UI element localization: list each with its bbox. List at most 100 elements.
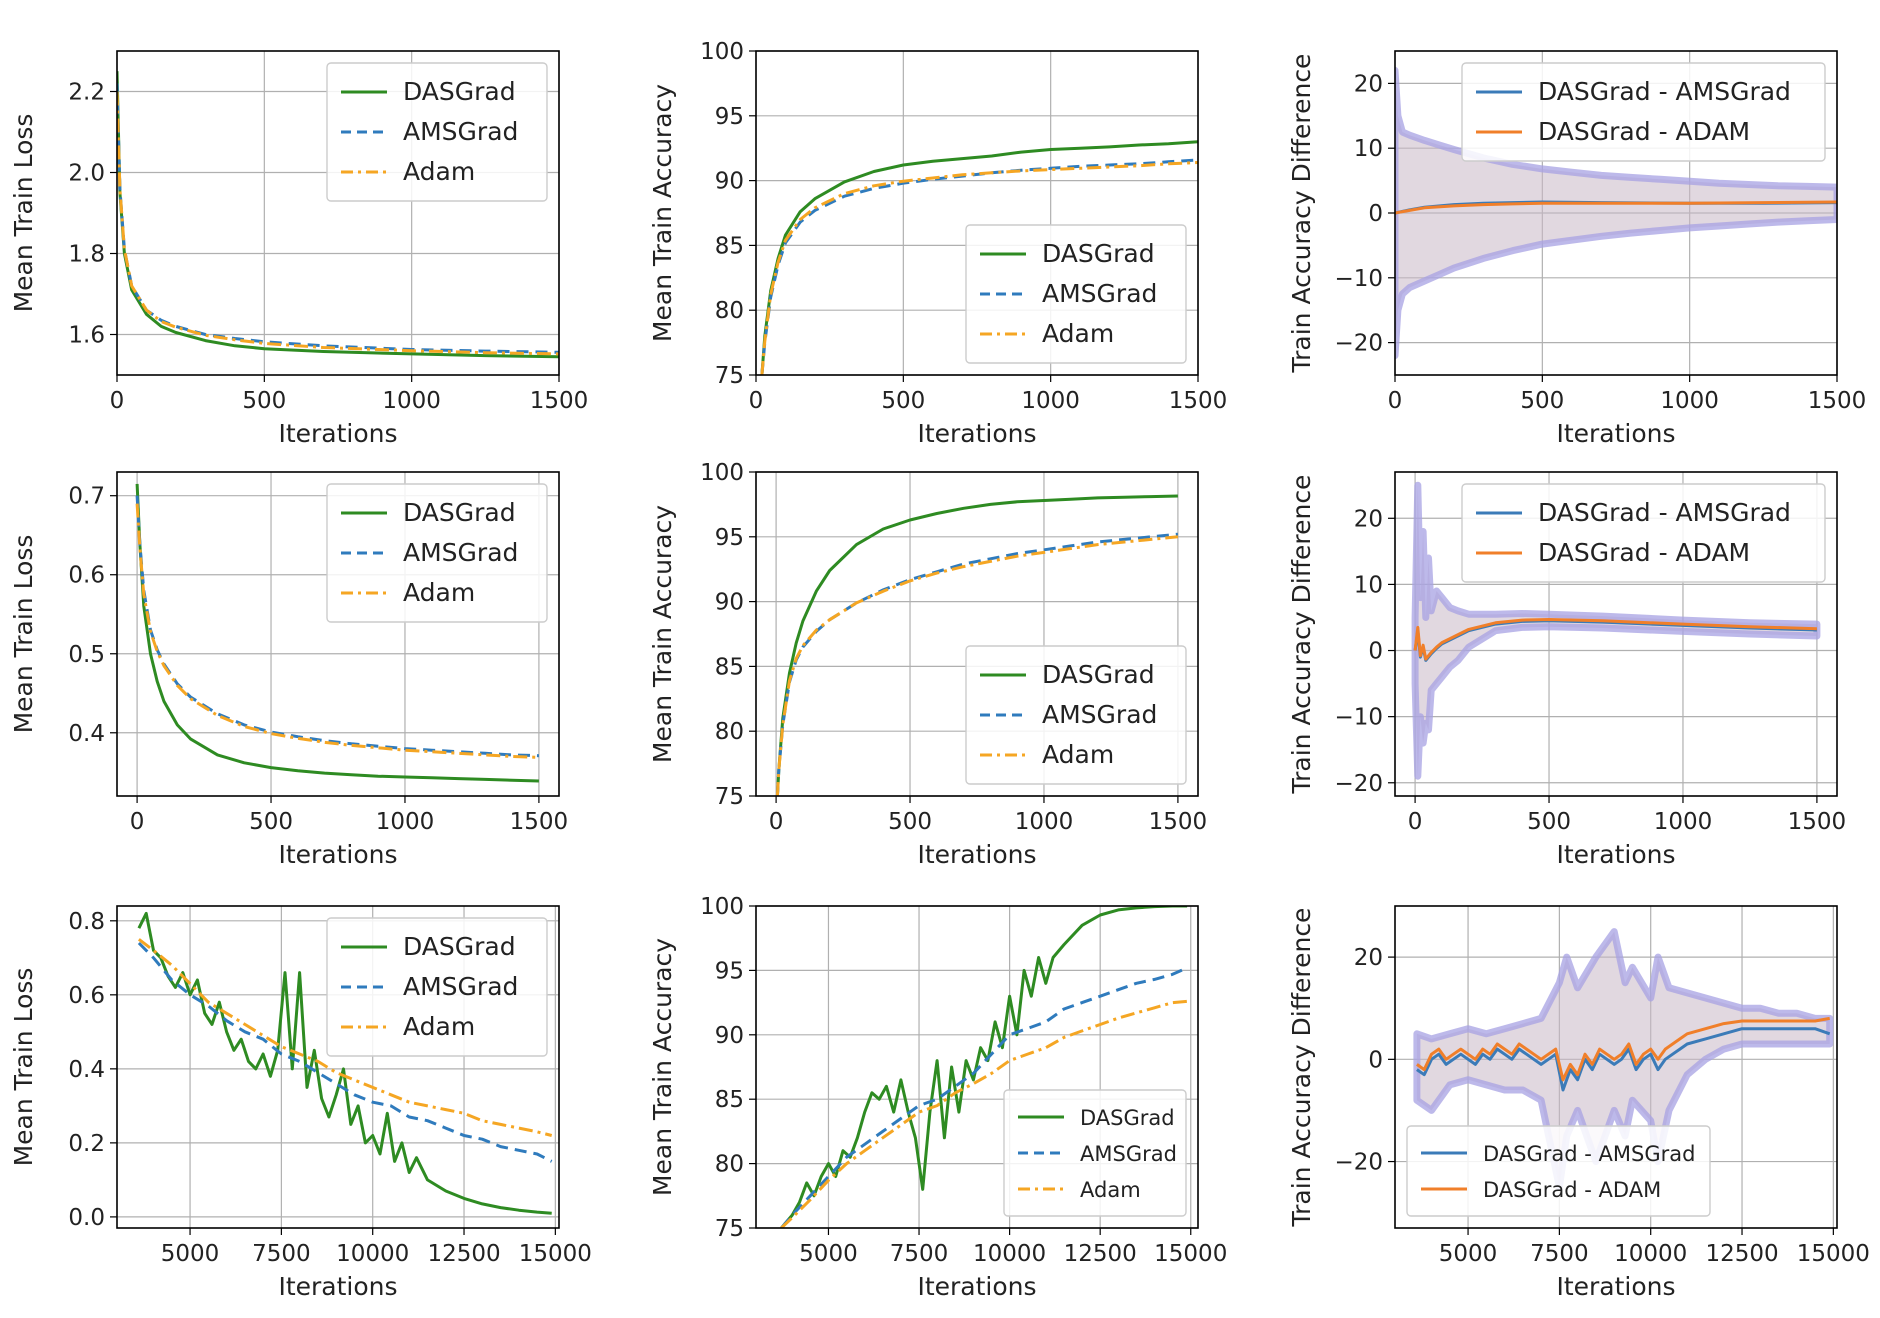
x-tick-label: 500 [888, 809, 932, 835]
series-line-adam [137, 938, 553, 1137]
y-tick-label: 95 [715, 104, 744, 130]
series-line-adam [117, 91, 559, 356]
x-axis-label: Iterations [917, 840, 1036, 869]
y-tick-label: 0.6 [68, 983, 105, 1009]
y-tick-label: 95 [715, 525, 744, 551]
y-axis-label: Train Accuracy Difference [1287, 54, 1316, 374]
plot-frame [755, 905, 1199, 1229]
y-tick-label: 85 [715, 654, 744, 680]
y-tick-label: 0.8 [68, 909, 105, 935]
legend-label: DASGrad [1080, 1106, 1175, 1130]
legend-box [326, 62, 548, 202]
legend-label: DASGrad - ADAM [1538, 117, 1750, 146]
x-tick-label: 7500 [1530, 1241, 1589, 1267]
chart-panel-1: 0 500 1000 1500 1.6 1.8 2.0 2.2 Iterations Mean T… [9, 50, 588, 448]
y-tick-label: −10 [1334, 705, 1383, 731]
x-axis-label: Iterations [1556, 419, 1675, 448]
series-line-amsgrad [135, 495, 539, 758]
series-line-amsgrad [137, 941, 553, 1163]
x-tick-label: 0 [769, 809, 784, 835]
x-tick-label: 5000 [799, 1241, 858, 1267]
legend: DASGrad AMSGrad Adam [326, 483, 548, 623]
chart-panel-3: 0 500 1000 1500 −20 −10 0 10 20 Iterations Train A… [1287, 50, 1866, 448]
axes: 0 500 1000 1500 0.4 0.5 0.6 0.7 [68, 472, 568, 835]
x-axis-label: Iterations [917, 419, 1036, 448]
plot-frame [116, 471, 560, 797]
x-tick-label: 1000 [376, 809, 435, 835]
y-tick-label: 20 [1354, 945, 1383, 971]
plot-frame [1394, 50, 1838, 376]
y-tick-label: 80 [715, 298, 744, 324]
x-tick-label: 15000 [519, 1241, 592, 1267]
legend-label: DASGrad - AMSGrad [1538, 498, 1791, 527]
x-tick-label: 1500 [1788, 809, 1847, 835]
plot-frame [755, 50, 1199, 376]
y-tick-label: 2.2 [68, 80, 105, 106]
x-tick-label: 500 [242, 388, 286, 414]
x-axis-label: Iterations [278, 419, 397, 448]
chart-panel-8: 5000 7500 10000 12500 15000 75 80 85 90 95 100 Iter… [648, 894, 1227, 1301]
y-axis-label: Mean Train Loss [9, 535, 38, 734]
legend-label: AMSGrad [403, 972, 518, 1001]
legend-label: Adam [1042, 740, 1114, 769]
legend-box [326, 483, 548, 623]
chart-panel-9: 5000 7500 10000 12500 15000 −20 0 20 Iterations T… [1287, 905, 1870, 1301]
legend-label: AMSGrad [1080, 1142, 1177, 1166]
y-axis-label: Mean Train Accuracy [648, 84, 677, 342]
series-line-adam [775, 535, 1179, 796]
y-tick-label: 1.8 [68, 242, 105, 268]
x-tick-label: 1000 [1021, 388, 1080, 414]
x-axis-label: Iterations [1556, 1272, 1675, 1301]
x-tick-label: 12500 [1064, 1241, 1137, 1267]
legend-label: Adam [403, 157, 475, 186]
legend-label: AMSGrad [1042, 700, 1157, 729]
legend-label: DASGrad [403, 498, 516, 527]
plot-frame [1394, 471, 1838, 797]
y-tick-label: −20 [1334, 771, 1383, 797]
chart-panel-7: 5000 7500 10000 12500 15000 0.0 0.2 0.4 0.6 0.8 It… [9, 905, 592, 1301]
x-tick-label: 0 [1388, 388, 1403, 414]
legend-box [965, 224, 1187, 364]
y-tick-label: 0 [1368, 1047, 1383, 1073]
y-tick-label: 75 [715, 784, 744, 810]
y-axis-label: Train Accuracy Difference [1287, 475, 1316, 795]
y-tick-label: 0 [1368, 639, 1383, 665]
chart-panel-6: 0 500 1000 1500 −20 −10 0 10 20 Iterations Train A… [1287, 471, 1847, 869]
legend: DASGrad - AMSGrad DASGrad - ADAM [1461, 62, 1826, 162]
y-tick-label: 100 [700, 460, 744, 486]
x-tick-label: 7500 [252, 1241, 311, 1267]
x-tick-label: 500 [249, 809, 293, 835]
legend-label: Adam [403, 578, 475, 607]
y-tick-label: 95 [715, 958, 744, 984]
y-tick-label: 0 [1368, 201, 1383, 227]
chart-panel-5: 0 500 1000 1500 75 80 85 90 95 100 Iterations Mean … [648, 460, 1207, 869]
x-tick-label: 5000 [1439, 1241, 1498, 1267]
x-tick-label: 0 [1408, 809, 1423, 835]
series-line-adam [780, 999, 1188, 1228]
x-tick-label: 1000 [382, 388, 441, 414]
x-tick-label: 10000 [336, 1241, 409, 1267]
y-axis-label: Train Accuracy Difference [1287, 908, 1316, 1228]
legend-box [965, 645, 1187, 785]
chart-panel-4: 0 500 1000 1500 0.4 0.5 0.6 0.7 Iterations Mean T… [9, 471, 568, 869]
plot-frame [116, 905, 560, 1229]
series-line-adam [135, 503, 539, 759]
legend: DASGrad AMSGrad Adam [326, 917, 548, 1057]
y-tick-label: 0.2 [68, 1131, 105, 1157]
x-axis-label: Iterations [278, 840, 397, 869]
legend-label: DASGrad - ADAM [1483, 1178, 1661, 1202]
y-axis-label: Mean Train Accuracy [648, 938, 677, 1196]
x-axis-label: Iterations [917, 1272, 1036, 1301]
legend: DASGrad AMSGrad Adam [326, 62, 548, 202]
legend-label: DASGrad [403, 932, 516, 961]
series-line-dasgrad-amsgrad [1416, 1027, 1831, 1092]
y-tick-label: 90 [715, 1023, 744, 1049]
legend-label: DASGrad [1042, 239, 1155, 268]
legend-label: AMSGrad [403, 117, 518, 146]
y-tick-label: 100 [700, 39, 744, 65]
x-tick-label: 12500 [427, 1241, 500, 1267]
plot-frame [755, 471, 1199, 797]
x-tick-label: 10000 [1614, 1241, 1687, 1267]
x-tick-label: 1000 [1660, 388, 1719, 414]
